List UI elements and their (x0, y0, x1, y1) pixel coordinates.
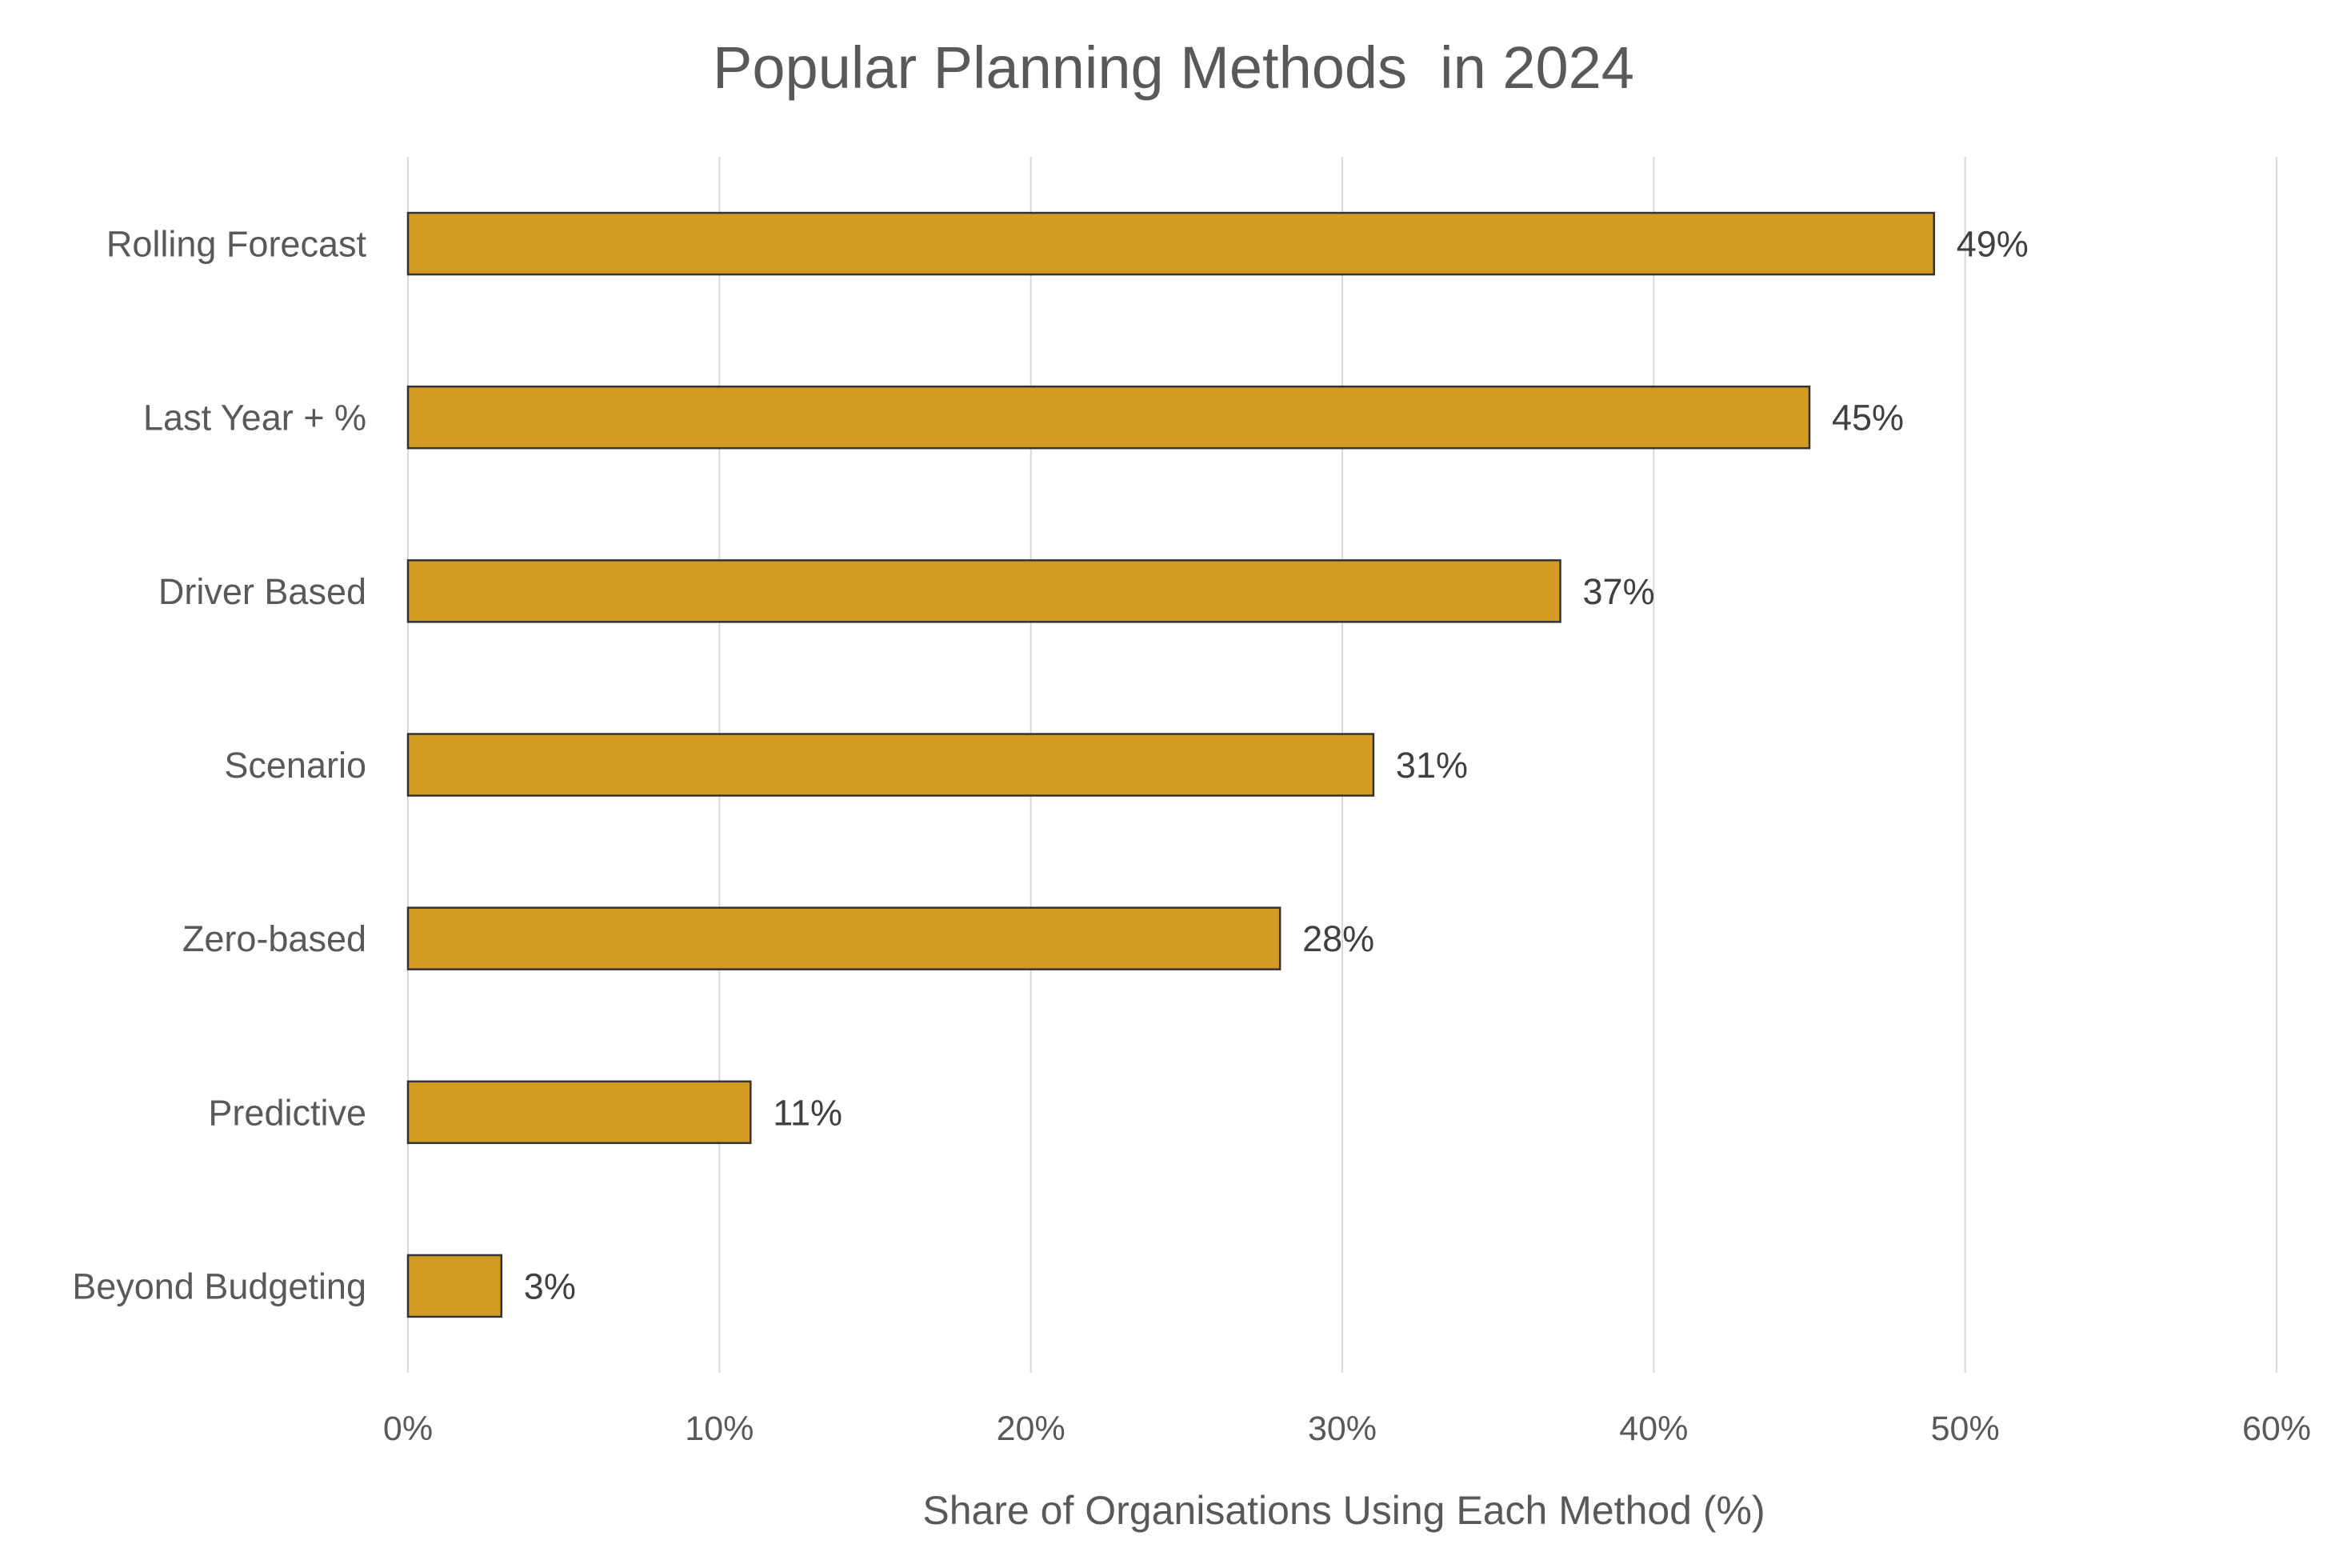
bar (406, 733, 1375, 797)
bars: 49% 45% 37% 31% 28% 11% 3% (406, 211, 2029, 1318)
bar (406, 211, 1935, 276)
bar (406, 385, 1811, 450)
data-label: 45% (1832, 398, 1904, 438)
data-label: 28% (1302, 918, 1374, 959)
category-label: Beyond Budgeting (72, 1266, 366, 1306)
category-label: Rolling Forecast (106, 224, 367, 265)
x-tick-label: 40% (1619, 1410, 1688, 1448)
x-tick-label: 20% (997, 1410, 1066, 1448)
data-label: 31% (1396, 745, 1468, 786)
category-label: Scenario (224, 745, 366, 786)
x-tick-label: 60% (2242, 1410, 2311, 1448)
bar (406, 906, 1281, 970)
bar (406, 1254, 503, 1318)
x-tick-label: 30% (1308, 1410, 1377, 1448)
data-label: 49% (1957, 224, 2029, 265)
category-label: Driver Based (158, 571, 366, 612)
data-label: 11% (773, 1092, 842, 1133)
bar (406, 1080, 752, 1145)
x-tick-label: 50% (1931, 1410, 2000, 1448)
category-label: Last Year + % (143, 398, 366, 438)
chart-title: Popular Planning Methods in 2024 (713, 34, 1634, 101)
category-label: Zero-based (182, 918, 366, 959)
category-labels: Rolling Forecast Last Year + % Driver Base… (72, 224, 366, 1307)
x-axis-title: Share of Organisations Using Each Method… (922, 1488, 1765, 1533)
x-tick-label: 10% (685, 1410, 754, 1448)
bar (406, 559, 1561, 623)
data-label: 37% (1583, 571, 1655, 612)
category-label: Predictive (208, 1092, 366, 1133)
x-tick-label: 0% (383, 1410, 433, 1448)
x-tick-labels: 0% 10% 20% 30% 40% 50% 60% (383, 1410, 2311, 1448)
data-label: 3% (524, 1266, 576, 1306)
